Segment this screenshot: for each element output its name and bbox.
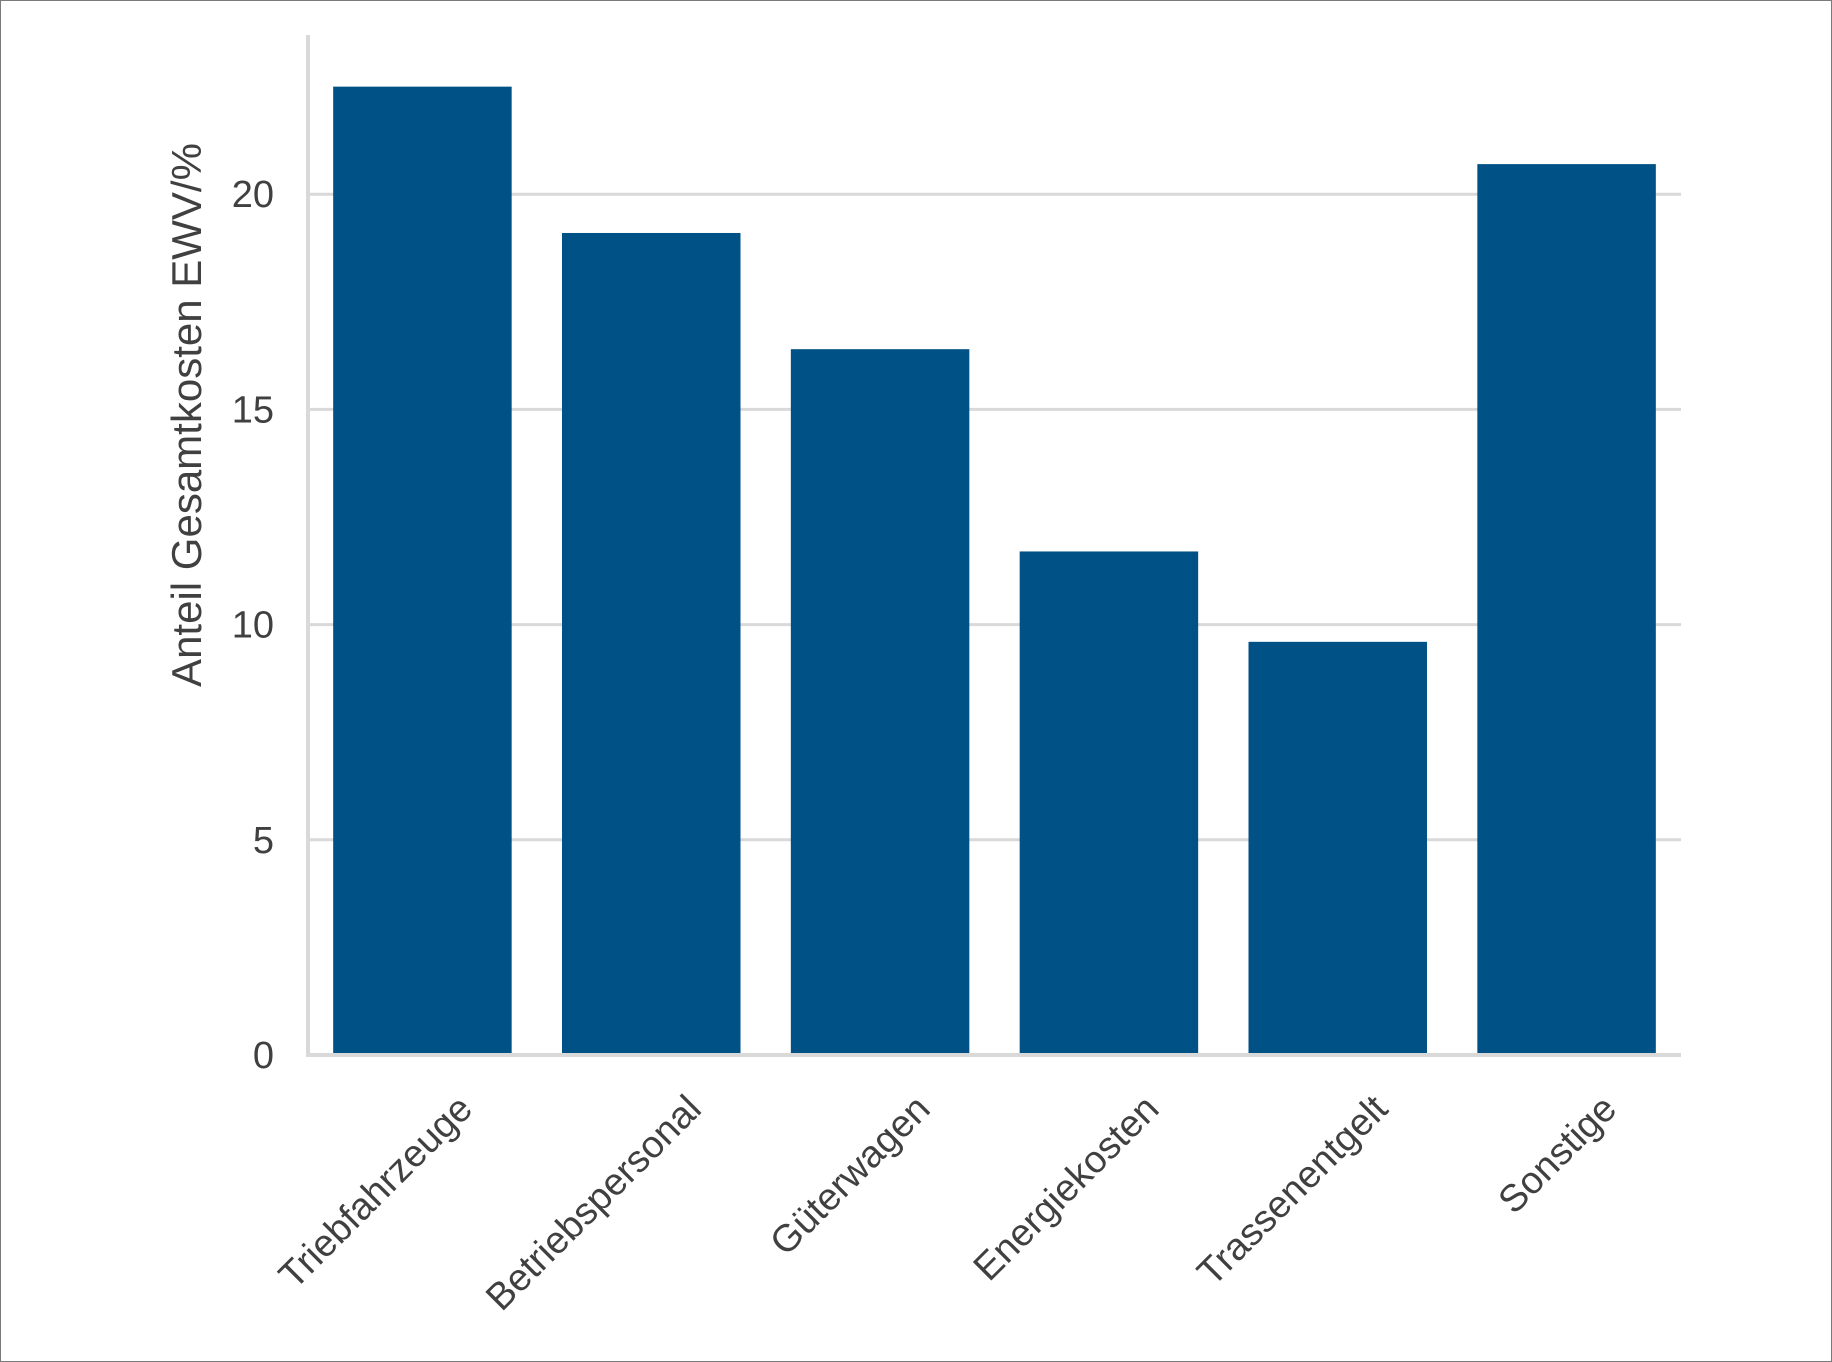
- x-tick-label: Trassenentgelt: [1190, 1087, 1397, 1294]
- y-tick-label: 15: [232, 389, 274, 431]
- axes: [306, 35, 1681, 1057]
- bar-güterwagen: [790, 349, 970, 1055]
- bar-triebfahrzeuge: [333, 86, 512, 1055]
- x-tick-label: Triebfahrzeuge: [271, 1088, 480, 1297]
- bar-sonstige: [1477, 164, 1656, 1056]
- x-tick-label: Sonstige: [1491, 1088, 1625, 1222]
- bar-energiekosten: [1019, 551, 1199, 1055]
- bar-trassenentgelt: [1248, 641, 1427, 1055]
- y-tick-label: 20: [232, 174, 274, 216]
- y-axis-title: Anteil Gesamtkosten EWV/%: [163, 143, 210, 687]
- bars: [333, 86, 1656, 1056]
- y-tick-label: 5: [253, 820, 274, 862]
- gridlines: [308, 192, 1681, 842]
- x-tick-label: Energiekosten: [966, 1088, 1167, 1289]
- x-tick-label: Güterwagen: [762, 1088, 938, 1264]
- y-tick-label: 0: [253, 1035, 274, 1077]
- x-tick-label: Betriebspersonal: [478, 1088, 709, 1319]
- y-tick-label: 10: [232, 605, 274, 647]
- y-tick-labels: 0 5 10 15 20: [232, 174, 274, 1077]
- bar-betriebspersonal: [562, 232, 741, 1056]
